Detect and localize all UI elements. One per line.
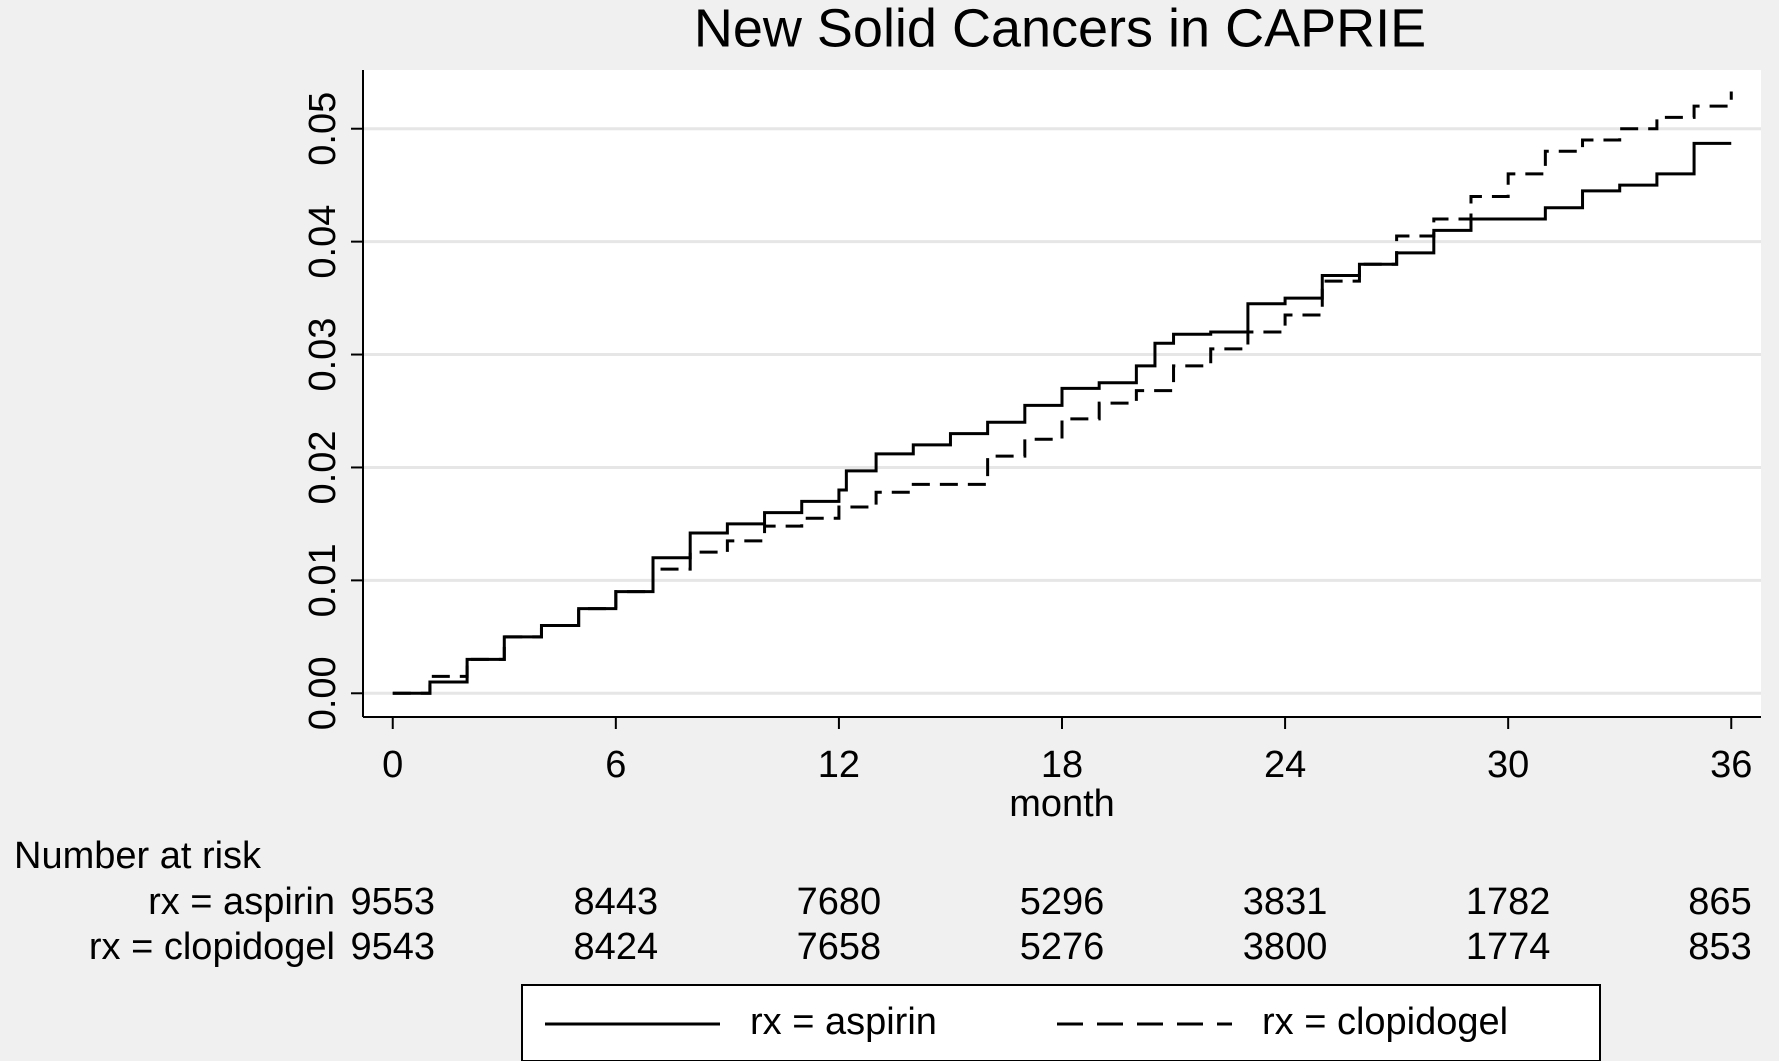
x-tick-label: 30 bbox=[1487, 744, 1529, 786]
y-tick-label: 0.02 bbox=[302, 430, 344, 504]
x-tick-label: 12 bbox=[818, 744, 860, 786]
risk-value: 853 bbox=[1688, 926, 1751, 968]
x-tick-label: 24 bbox=[1264, 744, 1306, 786]
legend-label: rx = clopidogel bbox=[1262, 1001, 1508, 1043]
chart-title: New Solid Cancers in CAPRIE bbox=[694, 0, 1426, 58]
x-axis-label: month bbox=[1009, 783, 1115, 825]
x-tick-label: 18 bbox=[1041, 744, 1083, 786]
risk-table-title: Number at risk bbox=[14, 835, 262, 877]
risk-row-label: rx = clopidogel bbox=[89, 926, 335, 968]
risk-value: 5276 bbox=[1020, 926, 1105, 968]
risk-value: 865 bbox=[1688, 881, 1751, 923]
risk-value: 5296 bbox=[1020, 881, 1105, 923]
risk-value: 9543 bbox=[350, 926, 435, 968]
x-tick-label: 36 bbox=[1710, 744, 1752, 786]
y-tick-label: 0.01 bbox=[302, 543, 344, 617]
series-line bbox=[392, 91, 1733, 695]
risk-value: 1782 bbox=[1466, 881, 1551, 923]
risk-value: 8424 bbox=[574, 926, 659, 968]
risk-value: 3831 bbox=[1243, 881, 1328, 923]
y-tick-label: 0.00 bbox=[302, 656, 344, 730]
y-tick-label: 0.05 bbox=[302, 92, 344, 166]
x-tick-label: 6 bbox=[605, 744, 626, 786]
legend-label: rx = aspirin bbox=[750, 1001, 937, 1043]
risk-value: 1774 bbox=[1466, 926, 1551, 968]
y-tick-label: 0.04 bbox=[302, 205, 344, 279]
risk-value: 3800 bbox=[1243, 926, 1328, 968]
risk-value: 7680 bbox=[797, 881, 882, 923]
risk-value: 9553 bbox=[350, 881, 435, 923]
risk-value: 8443 bbox=[574, 881, 659, 923]
risk-row-label: rx = aspirin bbox=[148, 881, 335, 923]
y-tick-label: 0.03 bbox=[302, 318, 344, 392]
x-tick-label: 0 bbox=[382, 744, 403, 786]
risk-value: 7658 bbox=[797, 926, 882, 968]
